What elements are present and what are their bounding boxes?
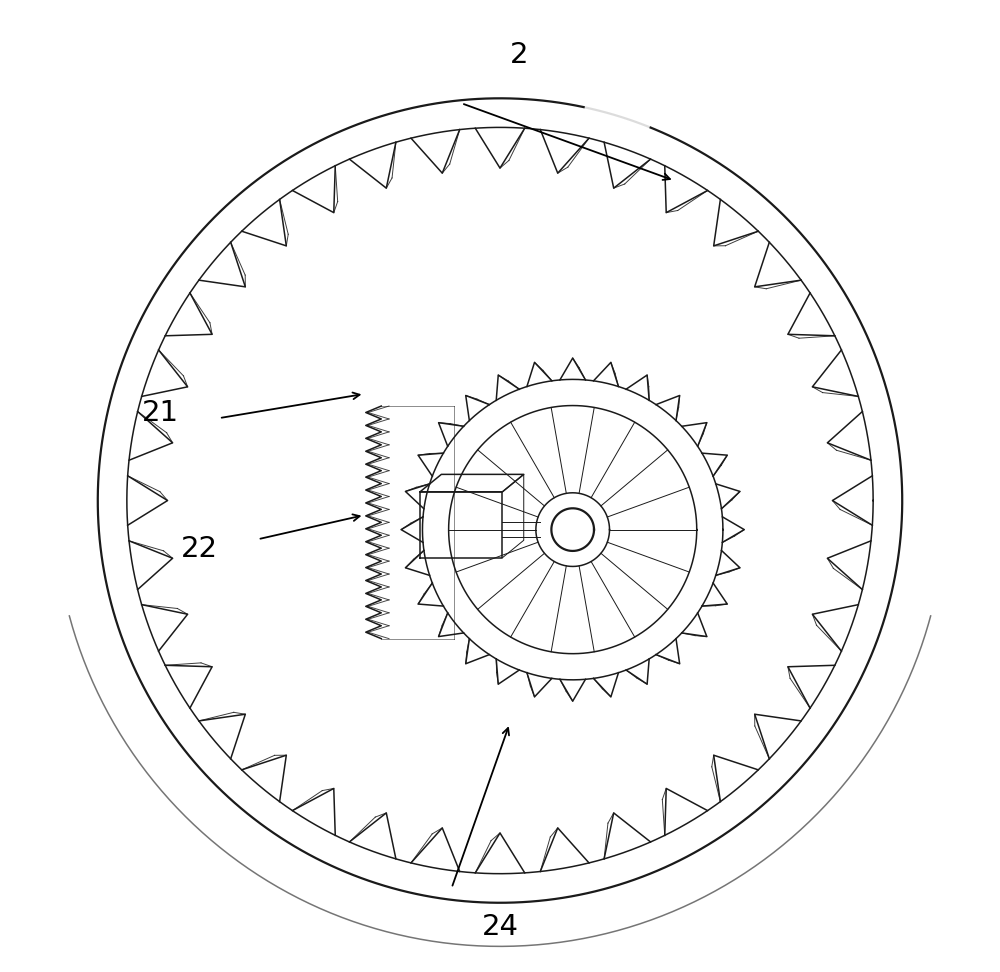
Text: 22: 22: [181, 535, 218, 563]
Text: 21: 21: [142, 399, 179, 428]
Text: 24: 24: [482, 913, 518, 941]
Text: 2: 2: [510, 41, 529, 69]
